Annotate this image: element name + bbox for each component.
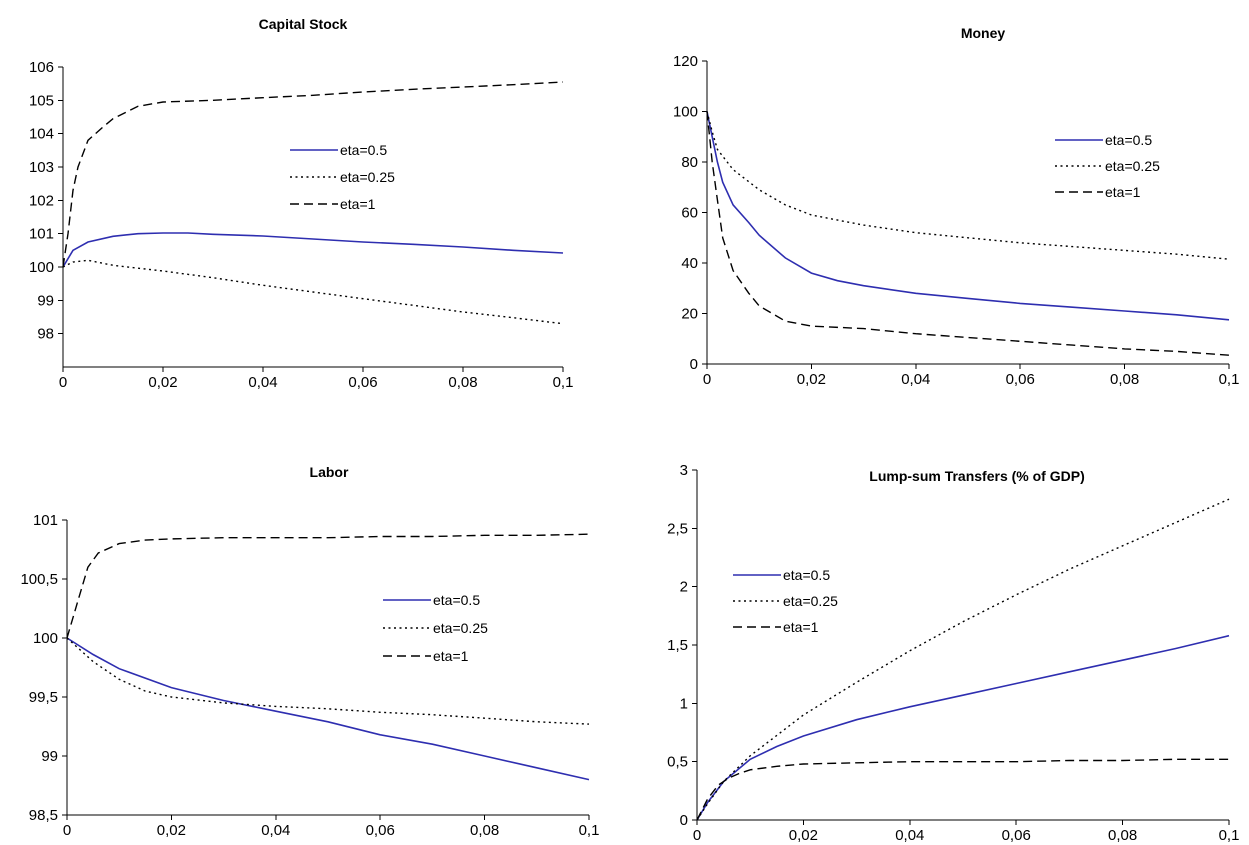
series-line-eta-0-5	[706, 111, 1230, 321]
x-tick-label: 0	[703, 371, 711, 388]
y-tick-label: 100,5	[20, 571, 58, 588]
y-tick-label: 3	[680, 462, 688, 479]
y-tick-label: 0	[680, 812, 688, 829]
chart-panel-3: Labor 98,5 99 99,5 100 100,5 101 0 0,02 0,04 0,06 0…	[20, 464, 599, 839]
legend: eta=0.5 eta=0.25 eta=1	[383, 592, 488, 664]
y-tick-label: 99,5	[29, 689, 58, 706]
x-tick-label: 0	[59, 374, 67, 391]
y-tick-label: 0	[690, 356, 698, 373]
x-tick-label: 0	[693, 827, 701, 844]
legend-label-eta-1: eta=1	[433, 648, 469, 664]
series-line-eta-1	[66, 533, 590, 639]
y-tick-label: 2	[680, 579, 688, 596]
legend-label-eta-0-25: eta=0.25	[1105, 158, 1160, 174]
y-tick-label: 101	[33, 512, 58, 529]
x-tick-label: 0,1	[1219, 371, 1240, 388]
series-line-eta-0-25	[62, 259, 564, 325]
y-tick-label: 80	[681, 154, 698, 171]
y-tick-label: 104	[29, 126, 54, 143]
legend-label-eta-0-25: eta=0.25	[433, 620, 488, 636]
legend: eta=0.5 eta=0.25 eta=1	[1055, 132, 1160, 200]
x-tick-label: 0,08	[470, 822, 499, 839]
y-tick-label: 60	[681, 205, 698, 222]
series-line-eta-0-5	[66, 637, 590, 781]
x-tick-label: 0,02	[148, 374, 177, 391]
series-line-eta-1	[706, 111, 1230, 356]
y-tick-label: 98	[37, 326, 54, 343]
y-tick-label: 100	[33, 630, 58, 647]
chart-title: Lump-sum Transfers (% of GDP)	[869, 468, 1084, 484]
y-tick-label: 1	[680, 695, 688, 712]
y-tick-label: 102	[29, 192, 54, 209]
y-tick-label: 1,5	[667, 637, 688, 654]
series-line-eta-0-5	[62, 232, 564, 268]
x-tick-label: 0	[63, 822, 71, 839]
legend-label-eta-0-25: eta=0.25	[783, 593, 838, 609]
chart-panel-4: Lump-sum Transfers (% of GDP) 0 0,5 1 1,5 2 2,…	[667, 462, 1239, 844]
x-tick-label: 0,06	[366, 822, 395, 839]
legend-label-eta-0-5: eta=0.5	[433, 592, 480, 608]
x-tick-label: 0,1	[1219, 827, 1240, 844]
x-tick-label: 0,04	[261, 822, 290, 839]
legend-label-eta-1: eta=1	[1105, 184, 1141, 200]
chart-title: Labor	[310, 464, 349, 480]
y-tick-label: 0,5	[667, 754, 688, 771]
y-tick-label: 105	[29, 92, 54, 109]
x-tick-label: 0,1	[579, 822, 600, 839]
series-line-eta-0-25	[696, 498, 1230, 821]
legend-label-eta-0-5: eta=0.5	[1105, 132, 1152, 148]
chart-title: Money	[961, 25, 1006, 41]
x-tick-label: 0,06	[348, 374, 377, 391]
y-tick-label: 99	[37, 292, 54, 309]
x-tick-label: 0,1	[553, 374, 574, 391]
x-tick-label: 0,08	[448, 374, 477, 391]
y-tick-label: 101	[29, 226, 54, 243]
legend-label-eta-1: eta=1	[340, 196, 376, 212]
x-tick-label: 0,02	[797, 371, 826, 388]
chart-title: Capital Stock	[259, 16, 348, 32]
x-tick-label: 0,04	[901, 371, 930, 388]
series-line-eta-1	[696, 758, 1229, 821]
y-tick-label: 2,5	[667, 520, 688, 537]
chart-panel-2: Money 0 20 40 60 80 100 120 0 0,02 0,04 0,06 0,08 0,1…	[673, 25, 1239, 388]
x-tick-label: 0,04	[895, 827, 924, 844]
x-tick-label: 0,06	[1002, 827, 1031, 844]
legend: eta=0.5 eta=0.25 eta=1	[733, 567, 838, 635]
y-tick-label: 99	[41, 748, 58, 765]
series-line-eta-1	[62, 81, 564, 268]
legend-label-eta-0-5: eta=0.5	[340, 142, 387, 158]
legend: eta=0.5 eta=0.25 eta=1	[290, 142, 395, 212]
x-tick-label: 0,02	[157, 822, 186, 839]
x-tick-label: 0,04	[248, 374, 277, 391]
legend-label-eta-0-25: eta=0.25	[340, 169, 395, 185]
chart-panel-1: Capital Stock 98 99 100 101 102 103 104 105 106 0 0…	[29, 16, 573, 391]
series-line-eta-0-5	[696, 634, 1230, 821]
x-tick-label: 0,08	[1110, 371, 1139, 388]
y-tick-label: 120	[673, 53, 698, 70]
x-tick-label: 0,08	[1108, 827, 1137, 844]
y-tick-label: 40	[681, 255, 698, 272]
legend-label-eta-0-5: eta=0.5	[783, 567, 830, 583]
y-tick-label: 20	[681, 306, 698, 323]
y-tick-label: 103	[29, 159, 54, 176]
series-line-eta-0-25	[706, 111, 1230, 260]
legend-label-eta-1: eta=1	[783, 619, 819, 635]
y-tick-label: 106	[29, 59, 54, 76]
y-tick-label: 100	[673, 104, 698, 121]
series-line-eta-0-25	[66, 637, 590, 725]
x-tick-label: 0,06	[1006, 371, 1035, 388]
y-tick-label: 100	[29, 259, 54, 276]
y-tick-label: 98,5	[29, 807, 58, 824]
x-tick-label: 0,02	[789, 827, 818, 844]
